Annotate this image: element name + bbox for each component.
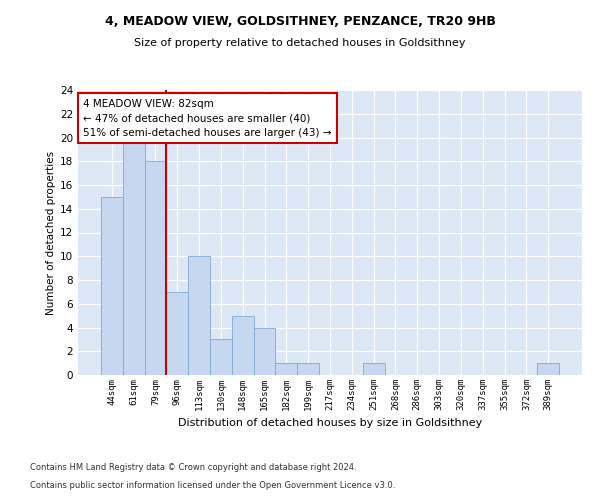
Bar — [275, 363, 297, 375]
Bar — [363, 363, 385, 375]
Bar — [145, 161, 166, 375]
Bar — [210, 340, 232, 375]
Bar — [537, 363, 559, 375]
Text: Contains HM Land Registry data © Crown copyright and database right 2024.: Contains HM Land Registry data © Crown c… — [30, 464, 356, 472]
Bar — [123, 138, 145, 375]
Bar — [101, 197, 123, 375]
Bar — [254, 328, 275, 375]
Text: 4, MEADOW VIEW, GOLDSITHNEY, PENZANCE, TR20 9HB: 4, MEADOW VIEW, GOLDSITHNEY, PENZANCE, T… — [104, 15, 496, 28]
Text: 4 MEADOW VIEW: 82sqm
← 47% of detached houses are smaller (40)
51% of semi-detac: 4 MEADOW VIEW: 82sqm ← 47% of detached h… — [83, 98, 332, 138]
Bar — [166, 292, 188, 375]
Text: Size of property relative to detached houses in Goldsithney: Size of property relative to detached ho… — [134, 38, 466, 48]
Bar — [188, 256, 210, 375]
Text: Contains public sector information licensed under the Open Government Licence v3: Contains public sector information licen… — [30, 481, 395, 490]
Y-axis label: Number of detached properties: Number of detached properties — [46, 150, 56, 314]
Bar — [232, 316, 254, 375]
X-axis label: Distribution of detached houses by size in Goldsithney: Distribution of detached houses by size … — [178, 418, 482, 428]
Bar — [297, 363, 319, 375]
